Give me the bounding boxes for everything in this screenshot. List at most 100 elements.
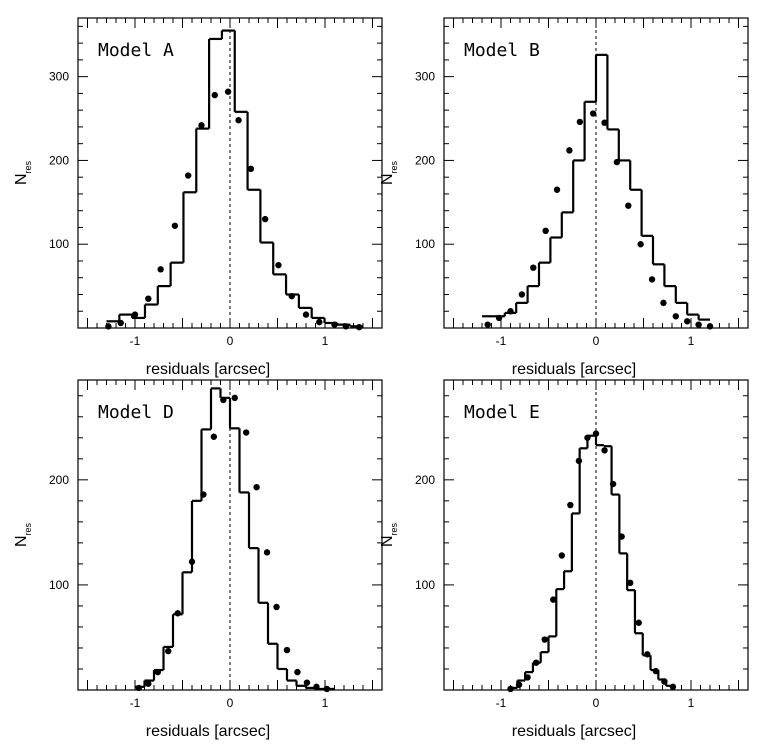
data-point [211, 91, 218, 99]
data-point [235, 117, 242, 124]
data-point [575, 457, 583, 465]
data-point [323, 685, 331, 693]
data-point [242, 429, 250, 436]
data-point [220, 396, 227, 404]
x-tick-label: 1 [322, 696, 329, 710]
data-point [592, 430, 600, 437]
y-tick-label: 300 [415, 70, 435, 84]
panel-title: Model B [464, 40, 540, 61]
data-point [165, 647, 172, 655]
data-point [273, 603, 280, 611]
data-point [584, 434, 591, 441]
x-tick-label: 0 [593, 334, 600, 348]
x-tick-label: -1 [496, 334, 507, 348]
data-point [185, 172, 192, 179]
data-point [518, 291, 526, 298]
data-point [331, 321, 338, 328]
data-point [283, 646, 291, 654]
data-point [660, 299, 667, 307]
x-axis-label: residuals [arcsec] [512, 723, 637, 740]
plot-frame [77, 17, 383, 329]
data-point [618, 533, 625, 540]
x-tick-label: 1 [688, 334, 695, 348]
y-tick-label: 100 [415, 578, 435, 592]
panel-title: Model D [98, 402, 174, 423]
data-point [198, 122, 205, 129]
y-tick-label: 200 [49, 473, 69, 487]
data-point [637, 241, 644, 248]
data-point [105, 323, 112, 330]
data-point [541, 636, 548, 643]
data-point [524, 674, 531, 681]
data-point [294, 668, 301, 676]
panel-1: -1 0 1 100 200 300 Model A residuals [arcsec] Nr… [13, 17, 383, 378]
data-point [684, 318, 691, 325]
x-tick-label: 0 [227, 334, 234, 348]
y-axis-label: Nres [379, 160, 399, 185]
y-axis-label-subscript: res [389, 160, 399, 173]
data-point [627, 579, 634, 587]
data-point [567, 501, 574, 509]
x-axis-label: residuals [arcsec] [146, 723, 271, 740]
x-tick-label: 0 [593, 696, 600, 710]
data-point [601, 119, 608, 126]
y-axis-label-subscript: res [23, 160, 33, 173]
data-point [484, 321, 491, 328]
y-axis-label-subscript: res [389, 522, 399, 535]
data-point [661, 678, 668, 685]
y-tick-label: 100 [415, 237, 435, 251]
data-point [542, 227, 549, 235]
y-tick-label: 100 [49, 237, 69, 251]
data-point [532, 659, 540, 666]
panel-title: Model A [98, 40, 174, 61]
data-point [316, 318, 323, 326]
data-point [695, 321, 702, 328]
data-point [145, 295, 152, 302]
data-point [550, 596, 557, 603]
data-point [157, 266, 164, 273]
data-point [706, 323, 714, 330]
y-axis-label: Nres [13, 160, 33, 185]
data-point [648, 276, 656, 283]
data-point [288, 292, 295, 300]
y-tick-label: 100 [49, 578, 69, 592]
data-point [174, 610, 181, 617]
data-point [342, 323, 350, 330]
data-point [625, 202, 632, 209]
data-point [200, 491, 207, 498]
y-axis-label-main: N [379, 535, 396, 547]
x-axis-label: residuals [arcsec] [512, 361, 637, 378]
data-point [145, 680, 152, 687]
panel-2: -1 0 1 100 200 300 Model B residuals [arcsec] Nr… [379, 17, 749, 378]
data-point [247, 165, 255, 173]
y-axis-label: Nres [379, 522, 399, 547]
data-point [117, 319, 124, 327]
data-point [313, 683, 320, 691]
data-point [553, 186, 561, 193]
data-point [576, 118, 584, 126]
data-point [171, 222, 179, 229]
data-point [495, 314, 503, 322]
plot-frame [443, 379, 749, 691]
panel-title: Model E [464, 402, 540, 423]
x-tick-label: 1 [322, 334, 329, 348]
data-point [635, 619, 642, 626]
data-point [224, 88, 232, 95]
y-axis-label-main: N [13, 535, 30, 547]
data-point [263, 549, 271, 556]
data-point [131, 311, 139, 318]
y-axis-label: Nres [13, 522, 33, 547]
data-point [210, 433, 218, 440]
panel-3: -1 0 1 100 200 Model D residuals [arcsec] Nres [13, 379, 383, 740]
data-point [601, 447, 608, 454]
data-point [589, 110, 597, 117]
data-point [275, 261, 282, 269]
data-point [231, 394, 238, 402]
data-point [253, 483, 260, 491]
data-point [669, 683, 677, 691]
y-tick-label: 300 [49, 70, 69, 84]
panel-4: -1 0 1 100 200 Model E residuals [arcsec] Nres [379, 379, 749, 740]
x-tick-label: -1 [130, 696, 141, 710]
data-point [261, 215, 269, 223]
